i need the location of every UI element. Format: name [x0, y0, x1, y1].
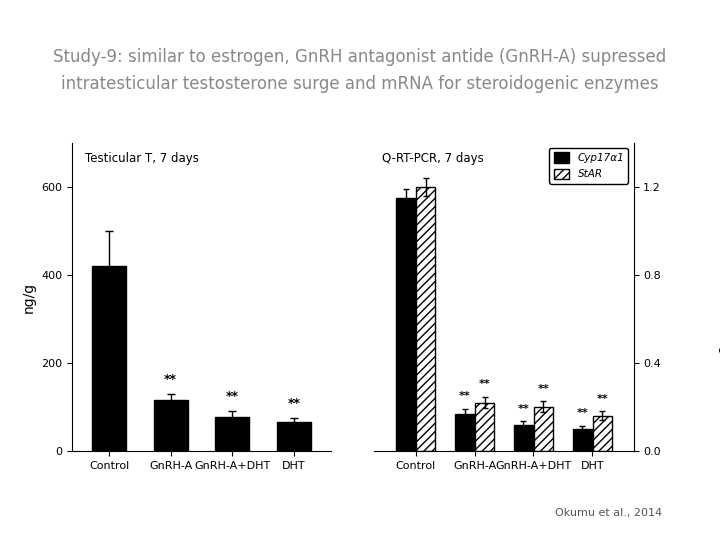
Bar: [277, 422, 311, 451]
Text: intratesticular testosterone surge and mRNA for steroidogenic enzymes: intratesticular testosterone surge and m…: [61, 75, 659, 93]
Y-axis label: Relative fold change: Relative fold change: [718, 233, 720, 361]
Text: **: **: [479, 379, 490, 389]
Bar: [215, 416, 249, 451]
Bar: [475, 402, 494, 451]
Text: **: **: [577, 408, 588, 418]
Legend: Cyp17α1, StAR: Cyp17α1, StAR: [549, 148, 629, 184]
Bar: [92, 266, 126, 451]
Bar: [573, 429, 592, 451]
Text: **: **: [288, 397, 301, 410]
Bar: [593, 416, 612, 451]
Text: **: **: [596, 394, 608, 403]
Y-axis label: ng/g: ng/g: [22, 281, 35, 313]
Text: **: **: [164, 373, 177, 386]
Text: **: **: [226, 390, 239, 403]
Text: **: **: [538, 384, 549, 394]
Bar: [396, 198, 415, 451]
Bar: [416, 187, 435, 451]
Text: **: **: [459, 392, 470, 401]
Bar: [154, 400, 188, 451]
Text: Testicular T, 7 days: Testicular T, 7 days: [85, 152, 199, 165]
Text: Okumu et al., 2014: Okumu et al., 2014: [555, 508, 662, 518]
Text: Q-RT-PCR, 7 days: Q-RT-PCR, 7 days: [382, 152, 484, 165]
Text: Study-9: similar to estrogen, GnRH antagonist antide (GnRH-A) supressed: Study-9: similar to estrogen, GnRH antag…: [53, 48, 667, 66]
Bar: [455, 414, 474, 451]
Bar: [514, 424, 533, 451]
Text: **: **: [518, 403, 529, 414]
Bar: [534, 407, 553, 451]
